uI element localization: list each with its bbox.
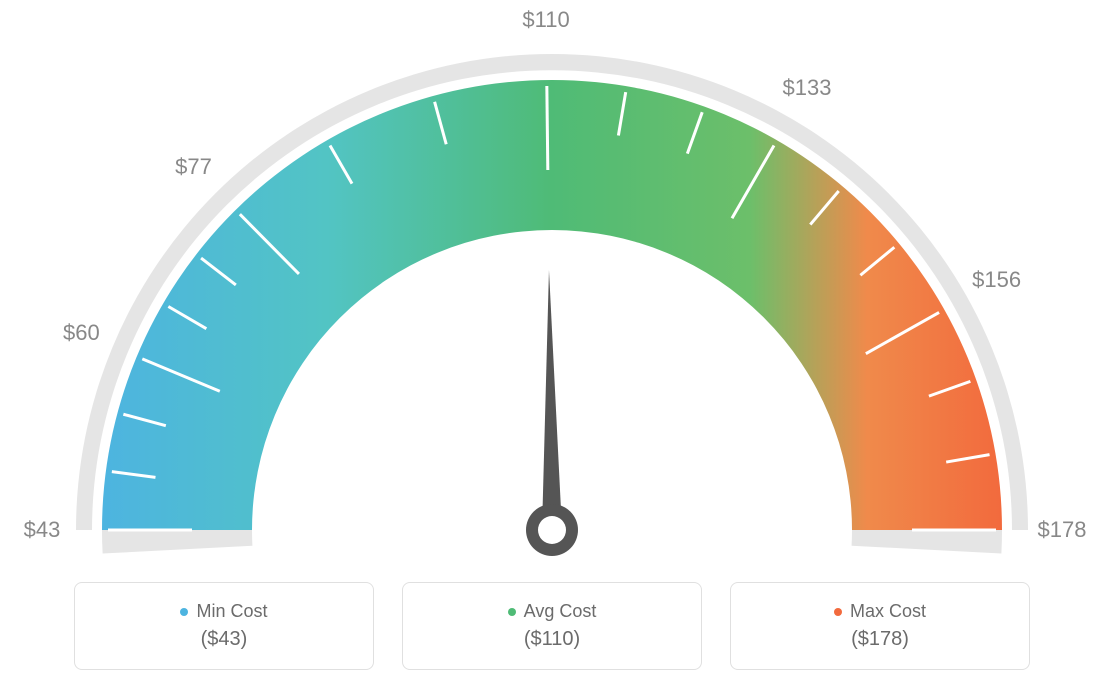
legend-label-min-text: Min Cost <box>196 601 267 622</box>
legend-card-max: Max Cost ($178) <box>730 582 1030 670</box>
tick-label: $178 <box>1038 517 1087 543</box>
tick-label: $60 <box>63 320 100 346</box>
legend-label-min: Min Cost <box>180 601 267 622</box>
legend-value-avg: ($110) <box>524 628 580 651</box>
tick-label: $77 <box>175 154 212 180</box>
legend-value-max: ($178) <box>851 628 909 651</box>
legend-card-min: Min Cost ($43) <box>74 582 374 670</box>
needle-hub-inner <box>538 516 566 544</box>
legend-label-avg-text: Avg Cost <box>524 601 597 622</box>
tick-label: $156 <box>972 267 1021 293</box>
gauge-svg <box>0 0 1104 560</box>
end-cap-right <box>852 530 1002 554</box>
legend-dot-min <box>180 608 188 616</box>
legend-card-avg: Avg Cost ($110) <box>402 582 702 670</box>
legend-dot-max <box>834 608 842 616</box>
tick-label: $43 <box>24 517 61 543</box>
gauge-area: $43 $60 $77 $110 $133 $156 $178 <box>0 0 1104 560</box>
legend-label-max-text: Max Cost <box>850 601 926 622</box>
legend-label-max: Max Cost <box>834 601 926 622</box>
gauge-chart-container: $43 $60 $77 $110 $133 $156 $178 Min Cost ($43)… <box>0 0 1104 690</box>
legend-value-min: ($43) <box>201 628 248 651</box>
legend-label-avg: Avg Cost <box>508 601 597 622</box>
tick <box>547 86 548 170</box>
needle <box>542 270 562 530</box>
legend-area: Min Cost ($43) Avg Cost ($110) Max Cost … <box>0 582 1104 670</box>
legend-dot-avg <box>508 608 516 616</box>
tick-label: $110 <box>522 7 569 33</box>
tick-label: $133 <box>783 75 832 101</box>
end-cap-left <box>102 530 252 554</box>
